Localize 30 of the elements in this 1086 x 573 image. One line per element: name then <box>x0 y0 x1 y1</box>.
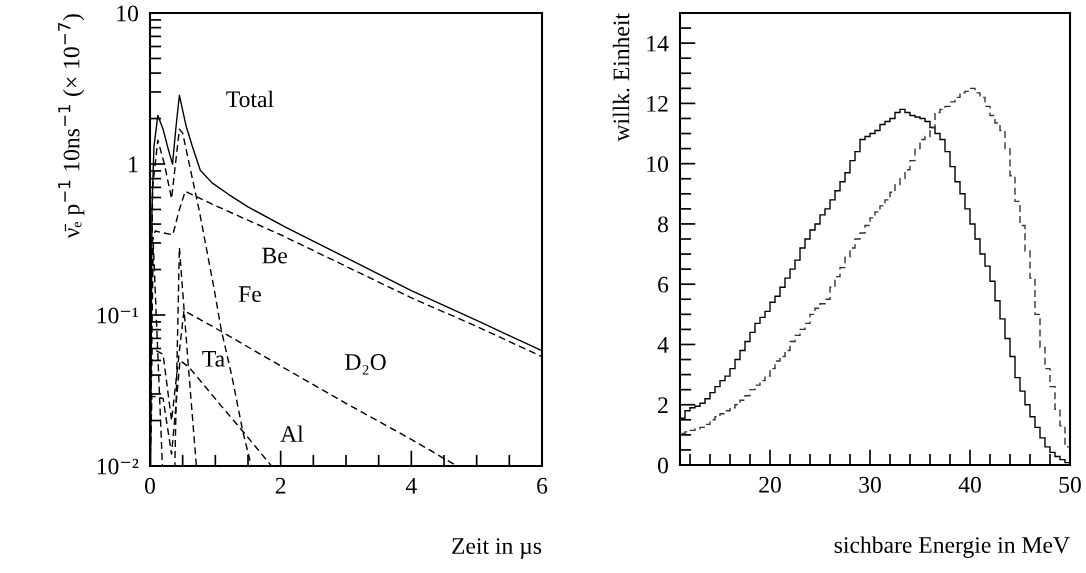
y-tick-label: 14 <box>647 35 669 52</box>
y-tick-label: 1 <box>129 156 138 173</box>
annotation: Ta <box>202 351 225 367</box>
x-tick-label: 2 <box>275 477 286 494</box>
y-tick-label: 0 <box>657 457 668 474</box>
annotation: Be <box>262 247 287 264</box>
x-tick-label: 30 <box>859 476 881 493</box>
y-tick-label: 8 <box>657 216 668 233</box>
x-axis-title: Zeit in µs <box>452 538 542 559</box>
y-tick-label: 2 <box>658 397 668 413</box>
x-tick-label: 50 <box>1059 476 1081 493</box>
y-tick-label: 10 <box>117 5 138 22</box>
y-axis-title: willk. Einheit <box>612 13 630 142</box>
annotation: Fe <box>238 286 261 303</box>
annotation: Al <box>280 425 304 442</box>
x-tick-label: 6 <box>537 477 548 494</box>
y-tick-label: 4 <box>657 337 669 353</box>
x-tick-label: 4 <box>405 477 417 494</box>
annotation: Total <box>226 90 274 108</box>
x-tick-label: 20 <box>759 476 781 493</box>
annotation: D₂O <box>345 354 386 375</box>
x-tick-label: 0 <box>145 477 155 494</box>
y-tick-label: 10 <box>647 156 668 173</box>
y-tick-label: 10⁻² <box>97 458 139 475</box>
x-tick-label: 40 <box>958 476 981 493</box>
y-tick-label: 12 <box>647 95 668 112</box>
y-tick-label: 6 <box>658 276 669 293</box>
y-axis-title: ν̄ₑ p$^{−1}$ 10ns$^{−1}$ (× 10$^{−7}$) <box>58 14 85 239</box>
y-tick-label: 10⁻¹ <box>97 307 139 324</box>
x-axis-title: sichbare Energie in MeV <box>834 536 1070 558</box>
